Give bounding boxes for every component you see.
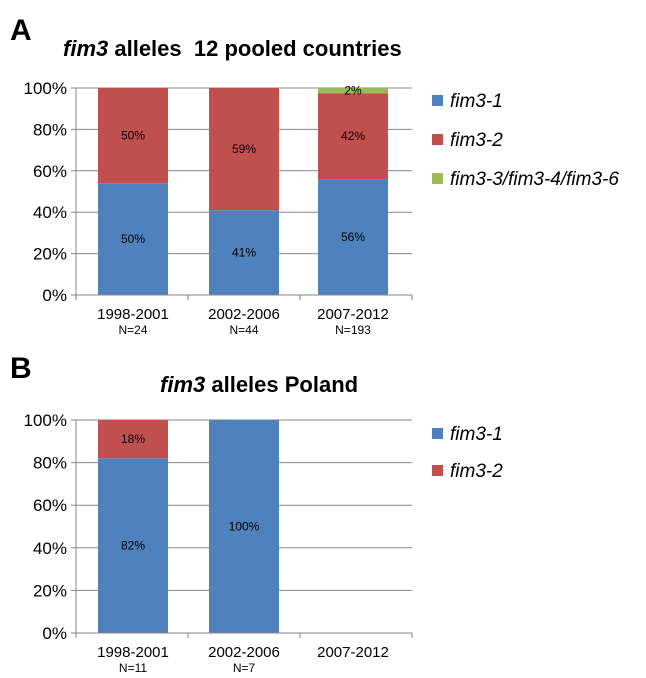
bar-fim3-2-2002-2006 xyxy=(209,88,279,211)
x-tick-label: 2007-2012 xyxy=(317,306,389,323)
panel-a-title-italic: fim3 xyxy=(63,36,108,61)
legend-swatch xyxy=(432,428,443,439)
sample-size-label: N=24 xyxy=(118,323,147,337)
data-label: 50% xyxy=(121,232,145,246)
y-tick-label: 0% xyxy=(42,286,67,305)
bar-fim3-2-1998-2001 xyxy=(98,420,168,459)
data-label: 100% xyxy=(229,520,260,534)
bar-fim3-3/fim3-4/fim3-6-2007-2012 xyxy=(318,88,388,94)
panel-b-title: fim3 alleles Poland xyxy=(160,372,358,397)
x-tick-label: 1998-2001 xyxy=(97,306,169,323)
panel-b-title-rest: alleles Poland xyxy=(205,372,358,397)
sample-size-label: N=193 xyxy=(335,323,371,337)
legend-label: fim3-1 xyxy=(450,91,503,112)
data-label: 42% xyxy=(341,129,365,143)
y-tick-label: 80% xyxy=(33,120,67,139)
x-tick-label: 2002-2006 xyxy=(208,644,280,661)
panel-b-letter: B xyxy=(10,352,32,385)
panel-a-chart: 0% 20% 40% 60% 80% 100% 50% 50% 41% 59% 56% 42% 2% 19… xyxy=(24,79,620,337)
legend-label: fim3-2 xyxy=(450,130,503,151)
legend-swatch xyxy=(432,465,443,476)
legend-label: fim3-3/fim3-4/fim3-6 xyxy=(450,169,619,190)
panel-b-title-italic: fim3 xyxy=(160,372,205,397)
data-label: 50% xyxy=(121,129,145,143)
bar-fim3-2-1998-2001 xyxy=(98,88,168,184)
sample-size-label: N=44 xyxy=(229,323,258,337)
bar-fim3-1-2002-2006 xyxy=(209,420,279,633)
y-tick-label: 60% xyxy=(33,162,67,181)
data-label: 41% xyxy=(232,246,256,260)
y-tick-label: 20% xyxy=(33,581,67,600)
panel-a-title: fim3 alleles 12 pooled countries xyxy=(63,36,402,61)
y-tick-label: 100% xyxy=(24,411,67,430)
data-label: 18% xyxy=(121,432,145,446)
y-tick-label: 80% xyxy=(33,454,67,473)
data-label: 59% xyxy=(232,142,256,156)
legend-swatch xyxy=(432,173,443,184)
x-tick-label: 2007-2012 xyxy=(317,644,389,661)
legend-swatch xyxy=(432,95,443,106)
y-tick-label: 0% xyxy=(42,624,67,643)
sample-size-label: N=11 xyxy=(119,661,147,675)
y-tick-label: 40% xyxy=(33,203,67,222)
legend-label: fim3-2 xyxy=(450,461,503,482)
y-tick-label: 40% xyxy=(33,539,67,558)
legend-swatch xyxy=(432,134,443,145)
panel-a-letter: A xyxy=(10,14,32,47)
sample-size-label: N=7 xyxy=(233,661,256,675)
y-tick-label: 100% xyxy=(24,79,67,98)
bar-fim3-1-1998-2001 xyxy=(98,183,168,295)
bar-fim3-1-2002-2006 xyxy=(209,210,279,295)
bar-fim3-2-2007-2012 xyxy=(318,93,388,180)
bar-fim3-1-2007-2012 xyxy=(318,179,388,295)
data-label: 82% xyxy=(121,539,145,553)
legend-label: fim3-1 xyxy=(450,424,503,445)
data-label: 2% xyxy=(344,84,362,98)
data-label: 56% xyxy=(341,230,365,244)
panel-a-title-rest: alleles 12 pooled countries xyxy=(108,36,401,61)
x-tick-label: 1998-2001 xyxy=(97,644,169,661)
x-tick-label: 2002-2006 xyxy=(208,306,280,323)
panel-b-chart: 0% 20% 40% 60% 80% 100% 82% 18% 100% 1998-2001N=1… xyxy=(24,411,504,675)
bar-fim3-1-1998-2001 xyxy=(98,458,168,633)
y-tick-label: 20% xyxy=(33,245,67,264)
y-tick-label: 60% xyxy=(33,496,67,515)
